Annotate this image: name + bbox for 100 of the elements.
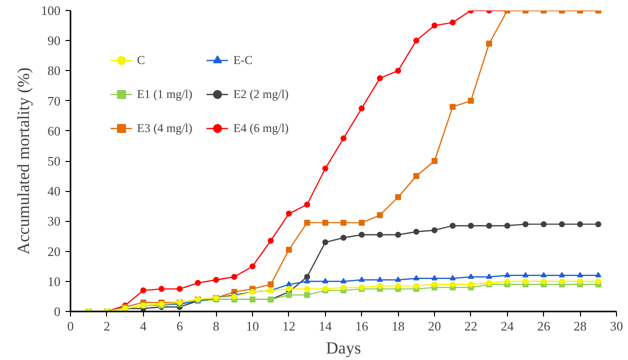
point	[450, 281, 456, 288]
point	[558, 272, 565, 278]
point	[340, 135, 346, 142]
point	[522, 221, 528, 228]
y-tick-label: 30	[48, 214, 60, 229]
point	[468, 274, 474, 279]
y-tick-label: 60	[48, 123, 60, 138]
point	[522, 278, 528, 284]
point	[194, 280, 201, 286]
x-tick-label: 8	[212, 318, 220, 334]
point	[468, 222, 474, 229]
point	[322, 239, 328, 246]
y-tick-label: 40	[48, 184, 60, 199]
y-axis-title: Accumulated mortality (%)	[14, 68, 33, 254]
point	[340, 278, 346, 284]
x-tick-label: 14	[318, 318, 332, 334]
legend-label: E-C	[233, 52, 254, 68]
point	[286, 286, 292, 292]
legend-label: E2 (2 mg/l)	[233, 86, 289, 102]
x-axis-title: Days	[326, 338, 361, 358]
point	[376, 232, 383, 238]
point	[486, 40, 492, 47]
point	[340, 220, 346, 226]
x-tick-label: 24	[500, 318, 514, 334]
point	[468, 281, 474, 288]
legend-label: E1 (1 mg/l)	[137, 86, 192, 102]
point	[231, 274, 238, 280]
point	[340, 284, 346, 290]
point	[304, 220, 310, 226]
point	[395, 276, 402, 282]
point	[358, 105, 365, 112]
point	[450, 275, 456, 280]
x-tick-label: 6	[176, 318, 184, 334]
point	[286, 246, 292, 253]
point	[395, 232, 402, 238]
point	[432, 22, 438, 29]
point	[504, 278, 510, 284]
y-tick-label: 70	[48, 93, 60, 108]
point	[450, 222, 456, 229]
x-tick-label: 12	[282, 318, 296, 334]
point	[376, 276, 383, 282]
point	[286, 281, 292, 286]
point	[558, 221, 565, 228]
point	[286, 292, 292, 298]
y-tick-label: 0	[54, 304, 60, 319]
y-tick-label: 10	[48, 274, 60, 289]
point	[504, 272, 510, 278]
point	[522, 272, 528, 278]
point	[304, 202, 310, 208]
x-tick-label: 26	[537, 318, 551, 334]
point	[577, 278, 584, 284]
x-tick-label: 16	[355, 318, 369, 334]
point	[595, 221, 602, 228]
x-tick-label: 18	[392, 318, 405, 334]
legend-label: E4 (6 mg/l)	[233, 120, 289, 136]
point	[376, 282, 383, 289]
point	[595, 278, 602, 284]
point	[304, 286, 310, 292]
x-tick-label: 30	[610, 318, 623, 334]
point	[250, 263, 256, 270]
point	[376, 75, 383, 82]
x-tick-label: 20	[428, 318, 441, 334]
point	[268, 281, 274, 288]
point	[413, 38, 420, 44]
x-tick-label: 28	[574, 318, 587, 334]
point	[558, 278, 565, 284]
point	[395, 194, 402, 200]
point	[268, 238, 274, 244]
point	[486, 274, 492, 279]
point	[358, 220, 365, 226]
point	[140, 287, 146, 294]
y-tick-label: 20	[48, 244, 60, 259]
point	[413, 282, 420, 289]
point	[450, 104, 456, 110]
point	[286, 210, 292, 217]
point	[504, 222, 510, 229]
point	[413, 275, 420, 280]
point	[358, 232, 365, 238]
x-tick-label: 4	[140, 318, 148, 334]
point	[432, 158, 438, 164]
point	[376, 212, 383, 218]
point	[413, 228, 420, 235]
point	[540, 272, 547, 278]
point	[540, 221, 547, 228]
legend-label: E3 (4 mg/l)	[137, 120, 192, 136]
point	[158, 286, 164, 292]
point	[540, 278, 547, 284]
y-tick-label: 80	[48, 63, 60, 78]
point	[432, 281, 438, 288]
point	[176, 286, 183, 292]
y-tick-label: 100	[41, 3, 60, 18]
point	[468, 98, 474, 104]
point	[231, 293, 238, 300]
x-tick-label: 10	[246, 318, 259, 334]
y-tick-label: 90	[48, 33, 60, 48]
x-tick-label: 2	[104, 318, 110, 334]
point	[413, 173, 420, 180]
point	[577, 272, 584, 278]
legend-label: C	[137, 52, 146, 68]
x-tick-label: 22	[464, 318, 478, 334]
